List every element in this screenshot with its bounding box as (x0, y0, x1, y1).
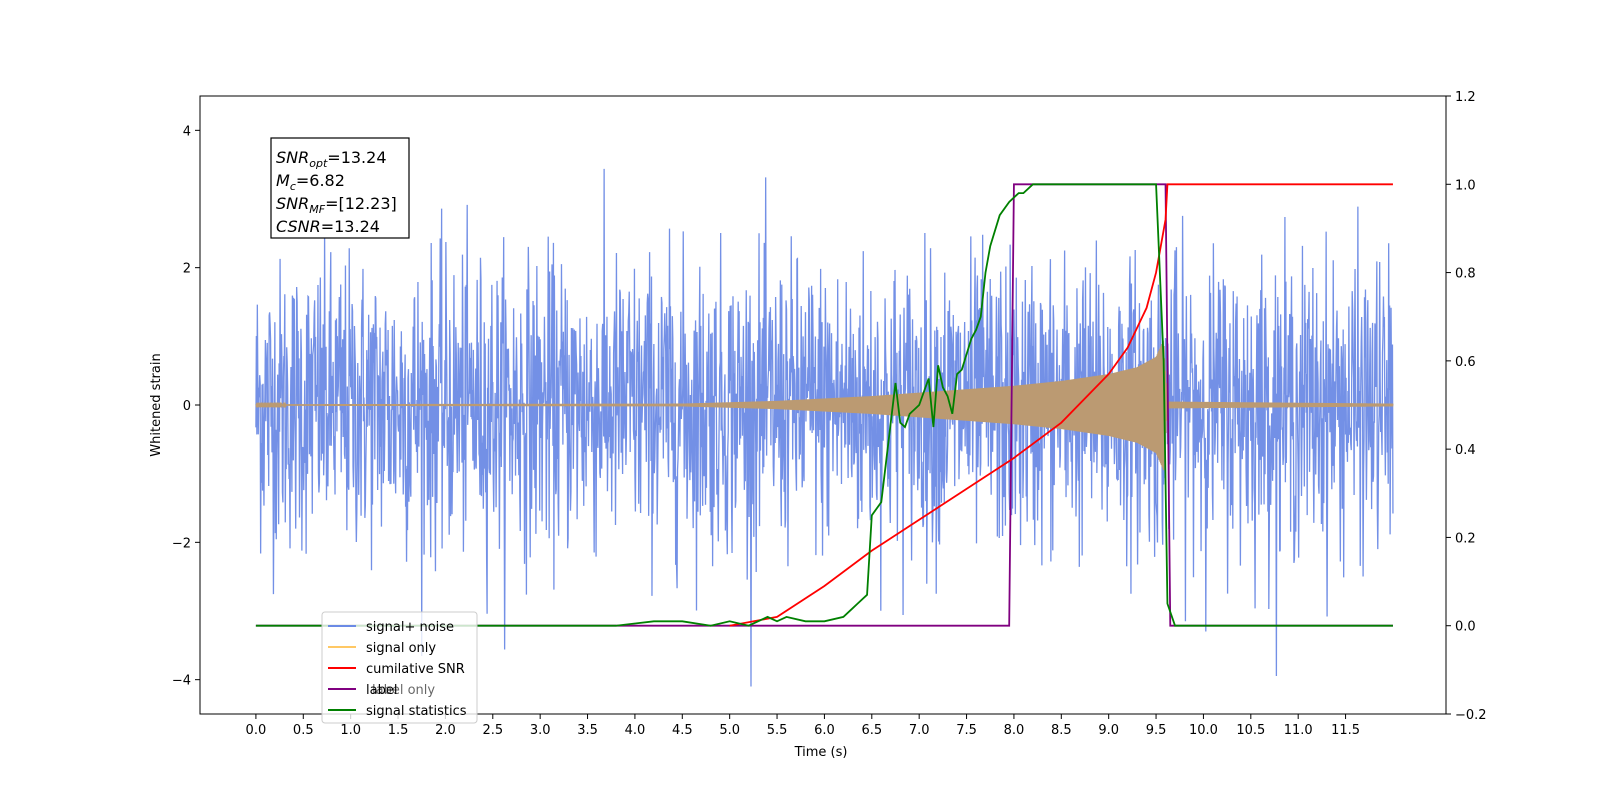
annotation-line: CSNR=13.24 (276, 217, 380, 236)
y-tick-label: −4 (172, 674, 191, 689)
y2-tick-label: 0.2 (1455, 531, 1476, 546)
x-tick-label: 1.5 (388, 723, 409, 738)
y-axis-left: 4 2 0 −2 −4 (172, 124, 200, 689)
x-tick-label: 10.0 (1189, 723, 1218, 738)
y2-tick-label: 1.2 (1455, 90, 1476, 105)
x-tick-label: 10.5 (1236, 723, 1265, 738)
legend-label: label (366, 683, 397, 698)
x-tick-label: 5.0 (719, 723, 740, 738)
x-tick-label: 6.5 (861, 723, 882, 738)
y-tick-label: 2 (183, 262, 191, 277)
cumilative-snr-line (729, 183, 1393, 627)
legend-label: signal only (366, 641, 436, 656)
y2-tick-label: 1.0 (1455, 178, 1476, 193)
y-tick-label: 0 (183, 399, 191, 414)
annotation-line: Mc=6.82 (276, 171, 345, 193)
x-tick-label: 5.5 (767, 723, 788, 738)
legend-label: cumilative SNR (366, 662, 465, 677)
y-tick-label: 4 (183, 124, 191, 139)
legend-hidden-text: label only (372, 683, 435, 698)
x-axis: 0.0 0.5 1.0 1.5 2.0 2.5 3.0 3.5 4.0 4.5 5.0 5.5 6.0 6… (246, 714, 1360, 738)
x-tick-label: 3.5 (577, 723, 598, 738)
legend-label: signal+ noise (366, 620, 454, 635)
x-tick-label: 3.0 (530, 723, 551, 738)
signal-statistics-line (255, 183, 1393, 627)
x-tick-label: 0.5 (293, 723, 314, 738)
y-axis-title: Whitened strain (149, 353, 164, 456)
annotation-box: SNRopt=13.24Mc=6.82SNRMF=[12.23]CSNR=13.… (270, 137, 410, 239)
y-axis-right: 1.2 1.0 0.8 0.6 0.4 0.2 0.0 −0.2 (1446, 90, 1487, 723)
y2-tick-label: 0.0 (1455, 620, 1476, 635)
x-tick-label: 4.0 (625, 723, 646, 738)
annotation-line: SNRMF=[12.23] (276, 194, 397, 216)
x-tick-label: 2.0 (435, 723, 456, 738)
x-tick-label: 8.5 (1051, 723, 1072, 738)
legend-label: signal statistics (366, 704, 467, 719)
y2-tick-label: 0.6 (1455, 355, 1476, 370)
x-tick-label: 7.5 (956, 723, 977, 738)
x-tick-label: 8.0 (1004, 723, 1025, 738)
y2-tick-label: 0.4 (1455, 443, 1476, 458)
legend-frame (321, 611, 478, 724)
signal-only-line (255, 340, 1394, 471)
x-tick-label: 0.0 (246, 723, 267, 738)
annotation-line: SNRopt=13.24 (276, 148, 387, 170)
x-tick-label: 9.0 (1098, 723, 1119, 738)
legend: label only signal+ noise signal only cumila… (321, 611, 478, 724)
x-tick-label: 7.0 (909, 723, 930, 738)
y2-tick-label: 0.8 (1455, 267, 1476, 282)
x-axis-title: Time (s) (794, 745, 848, 760)
x-tick-label: 9.5 (1146, 723, 1167, 738)
x-tick-label: 1.0 (340, 723, 361, 738)
x-tick-label: 2.5 (482, 723, 503, 738)
series-signal-only (255, 340, 1394, 471)
y-tick-label: −2 (172, 536, 191, 551)
x-tick-label: 4.5 (672, 723, 693, 738)
series-signal-noise (255, 168, 1394, 687)
annotation-frame (270, 137, 410, 239)
x-tick-label: 11.0 (1284, 723, 1313, 738)
x-tick-label: 6.0 (814, 723, 835, 738)
signal-noise-line (255, 168, 1394, 687)
right-axis-series (255, 183, 1393, 627)
x-tick-label: 11.5 (1331, 723, 1360, 738)
y2-tick-label: −0.2 (1455, 708, 1487, 723)
